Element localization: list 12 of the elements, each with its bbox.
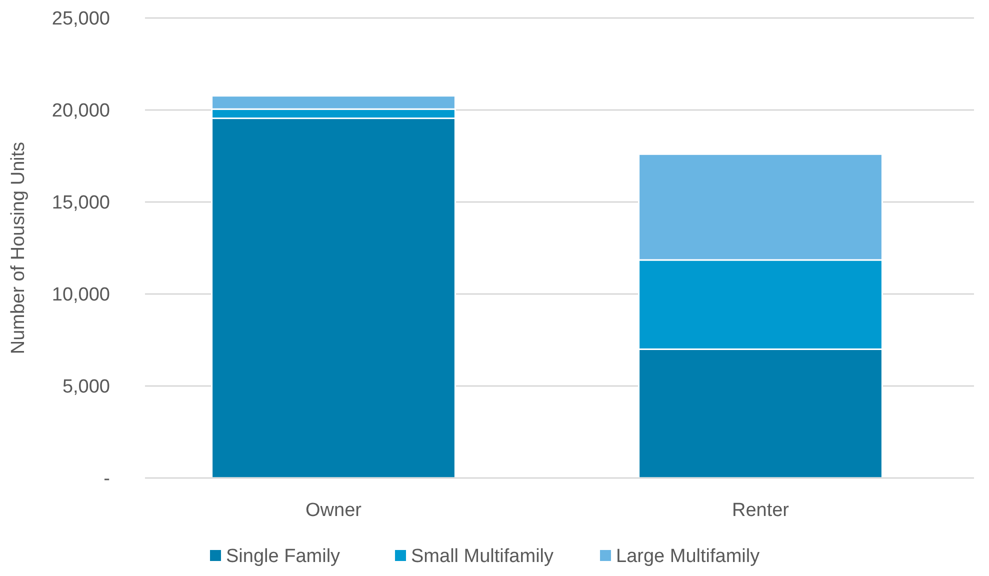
x-tick-label: Renter: [732, 500, 790, 521]
legend-label: Large Multifamily: [616, 546, 760, 567]
y-tick-label: 5,000: [62, 376, 110, 398]
y-tick-label: 25,000: [52, 8, 110, 30]
legend-label: Small Multifamily: [411, 546, 554, 567]
legend-label: Single Family: [226, 546, 341, 567]
x-tick-label: Owner: [306, 500, 362, 521]
y-tick-label: 15,000: [52, 192, 110, 214]
y-axis-title: Number of Housing Units: [8, 142, 29, 354]
y-tick-label: -: [104, 468, 110, 490]
y-tick-label: 20,000: [52, 100, 110, 122]
y-tick-label: 10,000: [52, 284, 110, 306]
